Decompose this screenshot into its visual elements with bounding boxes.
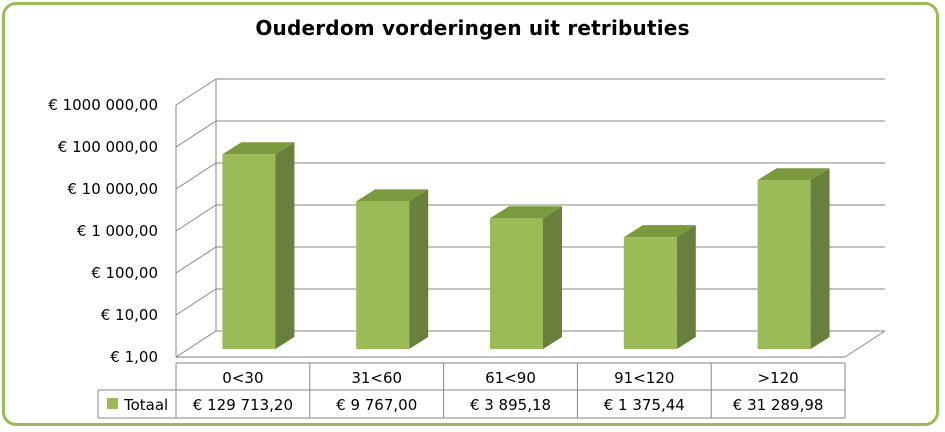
bar	[356, 201, 410, 349]
y-tick-label: € 10 000,00	[67, 180, 158, 198]
bar-side	[409, 189, 429, 349]
legend-label: Totaal	[123, 396, 168, 414]
legend-swatch	[107, 398, 118, 409]
gridline-side	[175, 162, 217, 190]
bar-side	[676, 225, 696, 349]
y-tick-labels: € 1,00 € 10,00 € 100,00 € 1 000,00 € 10 000,…	[48, 96, 158, 366]
data-label: € 1 375,44	[604, 396, 685, 414]
floor-right	[844, 330, 886, 358]
bar-top	[623, 225, 696, 238]
data-label: € 3 895,18	[470, 396, 551, 414]
y-tick-label: € 1000 000,00	[48, 96, 158, 114]
bar-side	[810, 168, 830, 349]
bars	[222, 142, 830, 349]
gridline-side	[175, 288, 217, 316]
category-label: 61<90	[485, 369, 536, 387]
bar	[757, 180, 811, 349]
data-label: € 129 713,20	[193, 396, 293, 414]
gridline-side	[175, 246, 217, 274]
gridline-side	[175, 78, 217, 106]
bar-side	[543, 206, 562, 349]
bar-top	[490, 206, 562, 219]
y-tick-label: € 1 000,00	[77, 222, 158, 240]
bar-top	[356, 189, 429, 202]
data-table: 0<30 31<60 61<90 91<120 >120 € 129 713,20 € 9 …	[97, 362, 846, 419]
category-label: 31<60	[351, 369, 402, 387]
y-tick-label: € 10,00	[101, 306, 158, 324]
data-label: € 9 767,00	[336, 396, 417, 414]
category-label: 0<30	[222, 369, 263, 387]
y-tick-label: € 100,00	[91, 264, 158, 282]
category-label: >120	[757, 369, 798, 387]
bar	[222, 154, 276, 349]
category-label: 91<120	[614, 369, 674, 387]
gridline-side	[175, 120, 217, 148]
gridline-side	[175, 204, 217, 232]
bar	[490, 218, 543, 349]
bar-side	[275, 142, 295, 349]
data-label: € 31 289,98	[733, 396, 824, 414]
y-tick-label: € 100 000,00	[58, 138, 158, 156]
y-tick-label: € 1,00	[110, 348, 158, 366]
chart-title: Ouderdom vorderingen uit retributies	[255, 16, 690, 40]
bar-top	[757, 168, 830, 181]
bar-top	[222, 142, 295, 155]
bar	[623, 237, 677, 349]
gridline-side	[175, 330, 217, 358]
